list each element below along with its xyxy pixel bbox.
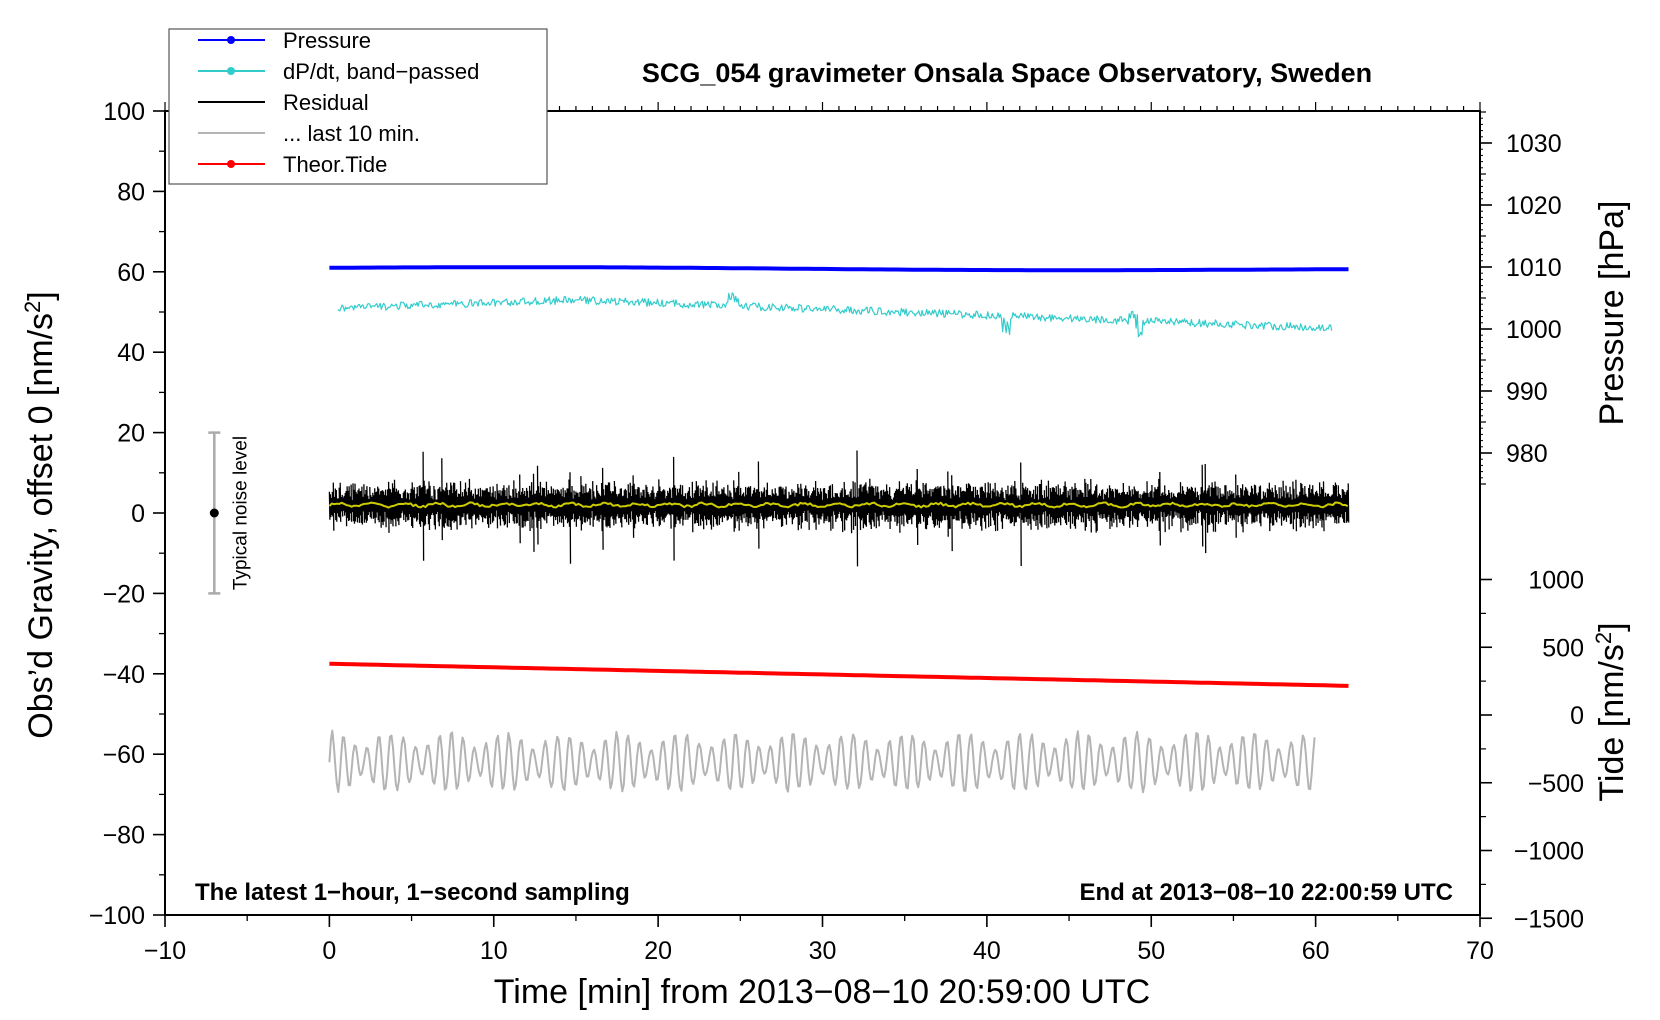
tide-tick-label: −1500 xyxy=(1514,905,1584,933)
x-tick-label: 40 xyxy=(973,937,1001,965)
legend-box xyxy=(168,28,548,185)
pressure-tick-label: 1030 xyxy=(1506,130,1562,158)
y-axis-title-tide-end: ] xyxy=(1593,622,1631,631)
x-tick-label: 20 xyxy=(644,937,672,965)
x-tick-label: 60 xyxy=(1302,937,1330,965)
y-axis-title-left-text: Obs’d Gravity, offset 0 [nm/s xyxy=(22,313,60,739)
pressure-tick-label: 990 xyxy=(1506,378,1548,406)
tide-tick-label: −500 xyxy=(1528,770,1584,798)
legend-swatch-marker xyxy=(227,67,235,75)
tide-tick-label: 1000 xyxy=(1528,567,1584,595)
legend-label: Pressure xyxy=(283,28,371,53)
y-tick-label: −40 xyxy=(103,661,145,689)
x-tick-label: 50 xyxy=(1137,937,1165,965)
legend-items: Pressure dP/dt, band−passed Residual ... la… xyxy=(198,28,479,177)
series-last-10-min xyxy=(328,729,1316,794)
y-tick-label: 100 xyxy=(103,98,145,126)
y-axis-title-tide-text: Tide [nm/s xyxy=(1593,644,1631,801)
series-theor-tide xyxy=(329,661,1349,688)
series-dpdt xyxy=(337,292,1333,338)
annotation-end-time: End at 2013−08−10 22:00:59 UTC xyxy=(1079,879,1453,906)
legend-label: dP/dt, band−passed xyxy=(283,59,479,84)
axes-layer: −10 0 10 20 30 40 50 60 70100806040200−20−40−60−… xyxy=(89,98,1584,965)
pressure-tick-label: 1020 xyxy=(1506,192,1562,220)
x-tick-label: 70 xyxy=(1466,937,1494,965)
chart-title: SCG_054 gravimeter Onsala Space Observat… xyxy=(642,58,1372,88)
y-tick-label: −20 xyxy=(103,580,145,608)
noise-bar-dot xyxy=(209,508,219,518)
tide-tick-label: 500 xyxy=(1542,634,1584,662)
y-axis-title-tide-sup: 2 xyxy=(1591,632,1616,644)
y-tick-label: 0 xyxy=(131,500,145,528)
x-tick-label: 10 xyxy=(480,937,508,965)
y-tick-label: 20 xyxy=(117,420,145,448)
y-tick-label: 60 xyxy=(117,259,145,287)
x-axis-title: Time [min] from 2013−08−10 20:59:00 UTC xyxy=(494,973,1150,1011)
tide-tick-label: −1000 xyxy=(1514,838,1584,866)
x-tick-label: −10 xyxy=(144,937,186,965)
legend-swatch-marker xyxy=(227,160,235,168)
legend: Pressure dP/dt, band−passed Residual ... la… xyxy=(168,28,548,185)
tide-tick-label: 0 xyxy=(1570,702,1584,730)
series-layer xyxy=(328,265,1350,794)
pressure-tick-label: 980 xyxy=(1506,440,1548,468)
y-tick-label: 80 xyxy=(117,178,145,206)
y-tick-label: −60 xyxy=(103,741,145,769)
series-residual-smoothed xyxy=(328,501,1349,509)
y-tick-label: 40 xyxy=(117,339,145,367)
legend-label: Theor.Tide xyxy=(283,152,387,177)
y-tick-label: −80 xyxy=(103,822,145,850)
legend-swatch-marker xyxy=(227,36,235,44)
series-pressure xyxy=(329,265,1349,273)
y-axis-title-left: Obs’d Gravity, offset 0 [nm/s2] xyxy=(20,291,61,738)
y-axis-title-left-sup: 2 xyxy=(20,301,45,313)
legend-label: ... last 10 min. xyxy=(283,121,420,146)
y-tick-label: −100 xyxy=(89,902,145,930)
pressure-tick-label: 1010 xyxy=(1506,254,1562,282)
pressure-tick-label: 1000 xyxy=(1506,316,1562,344)
noise-bar-label: Typical noise level xyxy=(230,436,251,590)
y-axis-title-tide: Tide [nm/s2] xyxy=(1591,622,1632,801)
y-axis-title-left-end: ] xyxy=(22,291,60,300)
x-tick-label: 0 xyxy=(322,937,336,965)
noise-bar-group: Typical noise level xyxy=(208,431,251,595)
x-tick-label: 30 xyxy=(809,937,837,965)
y-axis-title-pressure: Pressure [hPa] xyxy=(1593,201,1631,426)
annotation-sampling: The latest 1−hour, 1−second sampling xyxy=(195,879,630,906)
legend-label: Residual xyxy=(283,90,369,115)
